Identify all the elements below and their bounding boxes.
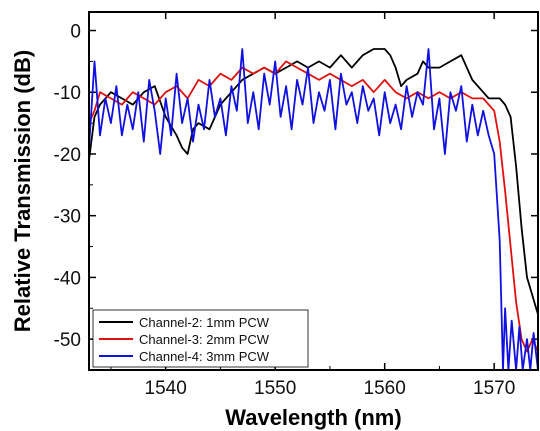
legend-label: Channel-4: 3mm PCW [139,349,270,364]
plot-frame [88,11,539,371]
x-tick-label: 1550 [254,378,296,399]
y-tick-label: -50 [54,330,81,351]
series-line-2 [89,48,538,315]
legend-label: Channel-3: 2mm PCW [139,332,270,347]
x-tick-label: 1540 [145,378,187,399]
series-layer [89,48,538,370]
x-axis-title: Wavelength (nm) [225,405,401,430]
series-line-4 [89,48,538,370]
y-tick-label: -20 [54,145,81,166]
x-tick-label: 1560 [364,378,406,399]
y-tick-label: -10 [54,83,81,104]
legend: Channel-2: 1mm PCW Channel-3: 2mm PCW Chan… [92,309,309,368]
legend-label: Channel-2: 1mm PCW [139,315,270,330]
y-tick-label: 0 [70,22,81,43]
y-axis-title: Relative Transmission (dB) [10,50,35,332]
x-tick-label: 1570 [473,378,515,399]
y-tick-label: -40 [54,268,81,289]
y-axis: 0 -10 -20 -30 -40 -50 [54,22,538,371]
x-axis: 1540 1550 1560 1570 [110,12,515,399]
y-tick-label: -30 [54,207,81,228]
series-line-3 [89,60,538,353]
